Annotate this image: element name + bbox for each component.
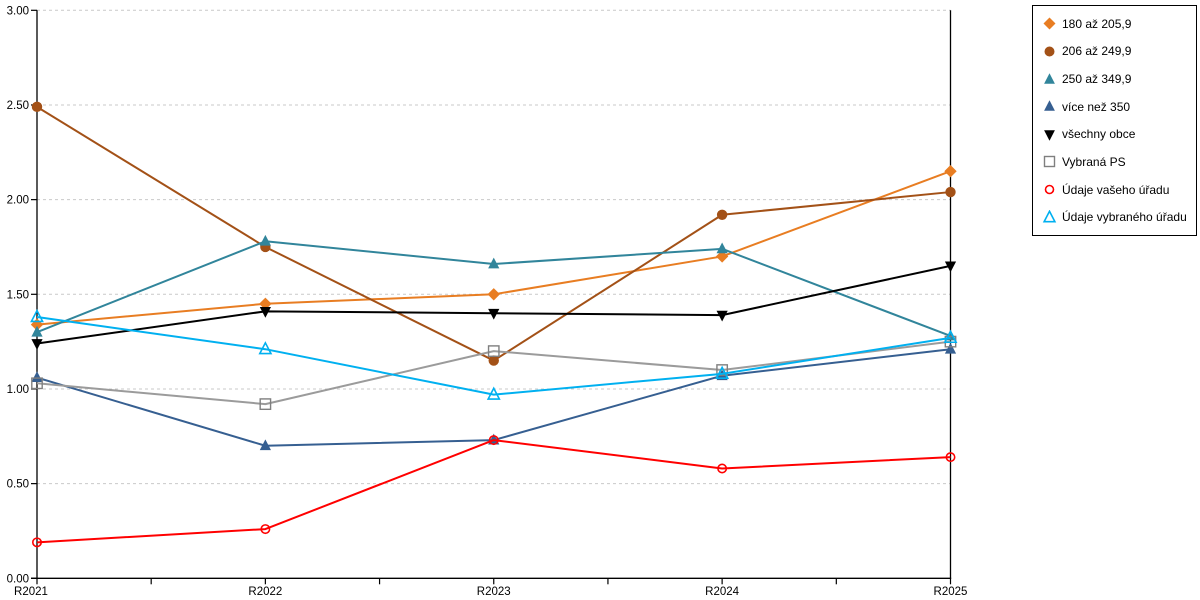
marker-circle	[1044, 46, 1055, 57]
marker-triangle-down	[31, 339, 43, 350]
legend-marker-triangle-up-icon	[1042, 209, 1057, 223]
marker-triangle-up	[1042, 209, 1057, 223]
series-line	[36, 106, 951, 362]
marker-diamond	[487, 288, 500, 301]
marker-triangle-up	[30, 308, 44, 323]
series--daje-vybran-ho-adu	[30, 308, 958, 400]
marker-square	[487, 345, 500, 357]
legend-marker-triangle-up-icon	[1044, 100, 1055, 111]
y-tick-label: 2.00	[7, 195, 29, 207]
marker-square	[259, 398, 272, 411]
series-v-echny-obce	[31, 261, 957, 350]
marker-square	[716, 364, 729, 376]
marker-diamond	[944, 165, 957, 178]
legend-item: Vybraná PS	[1042, 150, 1196, 174]
legend-item: všechny obce	[1042, 122, 1196, 146]
legend-label: Údaje vašeho úřadu	[1062, 182, 1170, 197]
series-180-a-205-9	[30, 165, 957, 331]
series-206-a-249-9	[31, 101, 956, 366]
series-line	[36, 439, 951, 544]
legend-item: Údaje vybraného úřadu	[1042, 205, 1196, 229]
legend-item: více než 350	[1042, 95, 1196, 119]
marker-triangle-up	[258, 341, 273, 355]
x-tick-label: R2022	[248, 586, 282, 598]
marker-triangle-up	[486, 386, 501, 400]
marker-triangle-up	[716, 242, 728, 254]
marker-square	[31, 377, 43, 390]
legend-label: 250 až 349,9	[1062, 72, 1132, 87]
legend-label: více než 350	[1062, 99, 1131, 114]
legend-item: 206 až 249,9	[1042, 39, 1196, 63]
legend-marker-circle-icon	[1044, 184, 1055, 195]
series--daje-va-eho-adu	[31, 435, 956, 548]
series-line	[36, 316, 951, 396]
legend-item: Údaje vašeho úřadu	[1042, 178, 1196, 202]
marker-circle	[717, 463, 728, 474]
legend: 180 až 205,9 206 až 249,9 250 až 349,9 více…	[1032, 5, 1197, 236]
marker-triangle-down	[1044, 130, 1055, 141]
y-tick-label: 1.50	[7, 289, 29, 301]
marker-circle	[945, 452, 956, 463]
marker-circle	[488, 355, 499, 366]
legend-label: Vybraná PS	[1062, 154, 1126, 169]
marker-diamond	[1043, 17, 1056, 30]
marker-circle	[945, 186, 956, 198]
marker-circle	[31, 537, 42, 548]
x-tick-label: R2025	[934, 586, 968, 598]
series-line	[36, 340, 951, 406]
marker-diamond	[715, 250, 729, 263]
y-tick-label: 3.00	[7, 5, 29, 17]
marker-triangle-up	[31, 325, 43, 337]
legend-label: Údaje vybraného úřadu	[1062, 210, 1187, 225]
y-tick-label: 2.50	[7, 100, 29, 112]
x-tick-label: R2023	[477, 586, 511, 598]
marker-triangle-up	[1044, 100, 1055, 111]
legend-label: 206 až 249,9	[1062, 44, 1132, 59]
y-tick-label: 1.00	[7, 384, 29, 396]
marker-triangle-down	[716, 310, 728, 322]
marker-triangle-up	[715, 365, 730, 380]
x-tick-label: R2021	[14, 586, 48, 598]
legend-label: všechny obce	[1062, 127, 1136, 142]
marker-circle	[31, 101, 43, 113]
marker-triangle-up	[943, 329, 958, 344]
marker-triangle-up	[488, 257, 500, 269]
marker-triangle-down	[259, 306, 271, 318]
series-line	[36, 170, 951, 326]
legend-marker-circle-icon	[1044, 46, 1055, 57]
marker-diamond	[259, 297, 272, 310]
marker-triangle-up	[259, 234, 271, 246]
marker-square	[1043, 156, 1056, 168]
marker-circle	[488, 435, 499, 446]
legend-label: 180 až 205,9	[1062, 16, 1132, 31]
marker-triangle-down	[488, 308, 500, 320]
y-tick-label: 0.00	[7, 573, 29, 585]
marker-triangle-down	[944, 261, 957, 273]
x-tick-label: R2024	[705, 586, 739, 598]
legend-marker-square-icon	[1043, 156, 1056, 168]
marker-triangle-up	[1044, 72, 1055, 84]
legend-item: 250 až 349,9	[1042, 67, 1196, 91]
legend-item: 180 až 205,9	[1042, 12, 1196, 36]
marker-circle	[716, 209, 728, 220]
marker-circle	[260, 524, 271, 535]
legend-marker-triangle-down-icon	[1044, 130, 1055, 141]
y-tick-label: 0.50	[7, 479, 29, 491]
marker-triangle-up	[259, 439, 271, 451]
marker-circle	[1044, 184, 1055, 195]
legend-marker-triangle-up-icon	[1044, 72, 1055, 84]
marker-triangle-up	[944, 342, 957, 354]
legend-marker-diamond-icon	[1043, 17, 1056, 30]
marker-triangle-up	[31, 371, 43, 383]
